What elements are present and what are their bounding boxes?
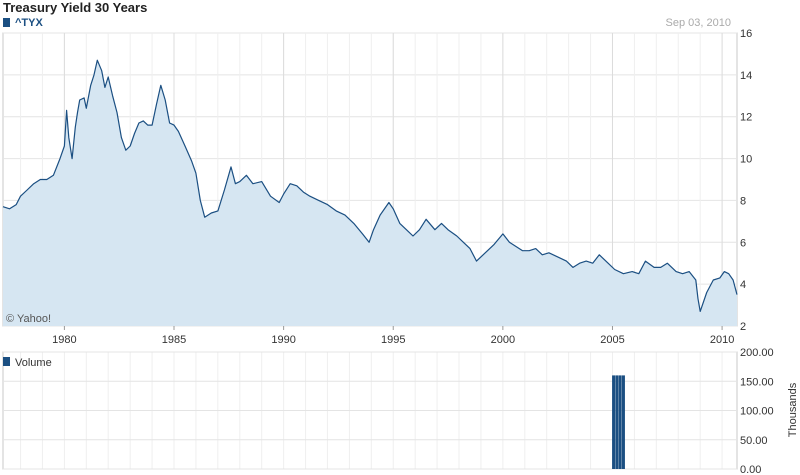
main-y-tick-label: 10	[740, 154, 752, 166]
yield-series-line	[2, 59, 738, 312]
volume-y-tick-label: 100.00	[740, 406, 774, 418]
yield-area-fill	[3, 60, 737, 326]
volume-bars	[612, 375, 625, 469]
chart-title: Treasury Yield 30 Years	[3, 0, 148, 15]
volume-axis-label: Thousands	[787, 382, 799, 437]
volume-y-tick-label: 50.00	[740, 435, 768, 447]
volume-legend-label: Volume	[15, 357, 52, 369]
volume-legend-square	[3, 357, 10, 366]
main-x-tick-label: 1990	[271, 334, 295, 346]
main-y-tick-label: 8	[740, 195, 746, 207]
yahoo-watermark: © Yahoo!	[6, 313, 51, 325]
volume-bar	[612, 375, 616, 469]
volume-bar	[615, 375, 619, 469]
main-x-tick-label: 1995	[381, 334, 405, 346]
date-label: Sep 03, 2010	[666, 17, 731, 29]
legend-square	[3, 18, 10, 27]
main-x-axis: 1980 1985 1990 1995 2000 2005 2010	[52, 326, 734, 346]
volume-y-axis: 0.00 50.00 100.00 150.00 200.00	[740, 347, 774, 475]
volume-y-tick-label: 150.00	[740, 376, 774, 388]
main-x-tick-label: 1985	[162, 334, 186, 346]
volume-y-tick-label: 0.00	[740, 464, 761, 475]
volume-y-tick-label: 200.00	[740, 347, 774, 359]
legend-label: ^TYX	[15, 17, 43, 29]
volume-bar	[621, 375, 625, 469]
main-y-tick-label: 14	[740, 70, 752, 82]
main-x-tick-label: 2005	[600, 334, 624, 346]
main-x-tick-label: 1980	[52, 334, 76, 346]
main-x-tick-label: 2010	[710, 334, 734, 346]
main-x-tick-label: 2000	[491, 334, 515, 346]
main-y-tick-label: 16	[740, 28, 752, 40]
volume-bar	[618, 375, 622, 469]
main-y-tick-label: 2	[740, 321, 746, 333]
main-y-tick-label: 4	[740, 279, 746, 291]
main-y-tick-label: 12	[740, 112, 752, 124]
main-y-axis: 2 4 6 8 10 12 14 16	[740, 28, 752, 333]
main-y-tick-label: 6	[740, 237, 746, 249]
